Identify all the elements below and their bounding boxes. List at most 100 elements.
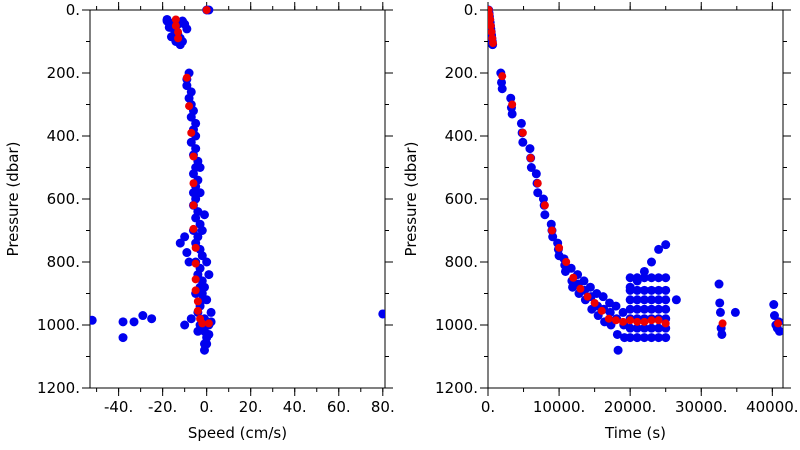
y-axis-label: Pressure (dbar) [4,142,22,257]
data-point-blue [184,257,194,267]
x-tick-label: 80. [371,398,395,416]
data-point-red [189,201,198,210]
data-point-blue [639,285,649,295]
x-tick-label: 40000. [746,398,799,416]
data-point-red [191,243,200,252]
y-tick-label: 600. [47,190,80,208]
data-point-blue [618,307,628,317]
data-point-blue [526,163,536,172]
data-point-red [604,314,613,323]
x-tick-label: 60. [327,398,351,416]
data-point-red [198,319,207,328]
data-point-red [488,21,495,30]
data-point-red [488,39,497,48]
x-tick-label: 10000. [533,398,586,416]
data-point-blue [206,307,216,317]
data-point-blue [769,311,779,321]
data-point-red [555,243,564,252]
data-point-blue [579,276,589,286]
data-points [90,5,385,355]
data-point-red [508,100,517,109]
data-point-red [654,316,663,325]
data-point-red [498,72,507,81]
data-point-blue [507,109,517,119]
data-point-blue [118,317,128,327]
data-point-blue [531,169,541,179]
x-tick-label: -20. [148,398,177,416]
data-point-blue [625,285,635,295]
data-point-blue [654,333,664,343]
data-point-blue [625,304,635,314]
data-point-blue [605,307,615,317]
data-point-red [540,201,549,210]
data-point-red [547,226,556,235]
data-point-red [193,297,202,306]
data-point-red [576,284,585,293]
data-point-blue [646,323,656,333]
data-point-red [590,298,599,307]
data-point-red [174,28,183,37]
data-point-blue [661,333,671,343]
data-point-blue [654,244,664,254]
data-point-red [187,128,196,137]
y-tick-label: 200. [47,64,80,82]
data-point-blue [195,163,205,172]
data-point-blue [180,232,190,242]
x-tick-label: -40. [104,398,133,416]
data-point-blue [162,16,172,26]
x-tick-label: 30000. [675,398,728,416]
data-point-blue [175,238,185,248]
y-axis-label: Pressure (dbar) [402,142,420,257]
data-point-blue [598,292,608,302]
data-point-blue [625,323,635,333]
data-point-blue [632,273,642,283]
data-point-blue [204,329,214,339]
data-point-blue [730,307,740,317]
data-point-blue [197,251,207,261]
data-point-blue [646,333,656,343]
data-point-blue [646,295,656,305]
data-point-blue [661,304,671,314]
data-point-blue [646,273,656,283]
data-point-blue [632,285,642,295]
data-point-red [526,154,535,163]
data-point-blue [632,295,642,305]
data-point-blue [654,304,664,314]
data-point-red [661,319,670,328]
data-point-blue [186,112,196,122]
data-point-red [718,319,727,328]
data-point-red [189,224,198,233]
data-point-blue [204,270,214,280]
data-point-blue [639,304,649,314]
y-tick-label: 400. [445,127,478,145]
data-point-blue [639,333,649,343]
data-point-blue [497,84,507,94]
data-point-blue [378,309,385,319]
data-point-blue [193,326,203,336]
y-tick-label: 800. [47,253,80,271]
data-point-blue [518,137,528,147]
data-point-red [193,306,202,315]
data-point-red [171,15,180,24]
x-axis-label: Speed (cm/s) [188,424,287,442]
x-tick-label: 0. [200,398,214,416]
data-point-blue [180,19,190,29]
data-point-blue [632,333,642,343]
data-point-red [597,306,606,315]
data-point-blue [540,210,550,220]
data-point-blue [639,295,649,305]
data-point-blue [654,285,664,295]
data-point-blue [639,266,649,276]
data-point-blue [525,144,535,154]
speed-pressure-panel: -40. -20. 0. 20. 40. 60. 80. 0. 200. 400. 600. 800.… [4,1,395,442]
data-point-blue [612,329,622,339]
y-tick-label: 1200. [37,379,80,397]
data-point-red [774,319,783,328]
data-point-blue [197,226,207,235]
data-point-blue [613,345,623,355]
data-points [488,5,783,355]
y-tick-label: 1000. [37,316,80,334]
data-point-blue [769,300,779,310]
data-point-blue [199,282,209,292]
